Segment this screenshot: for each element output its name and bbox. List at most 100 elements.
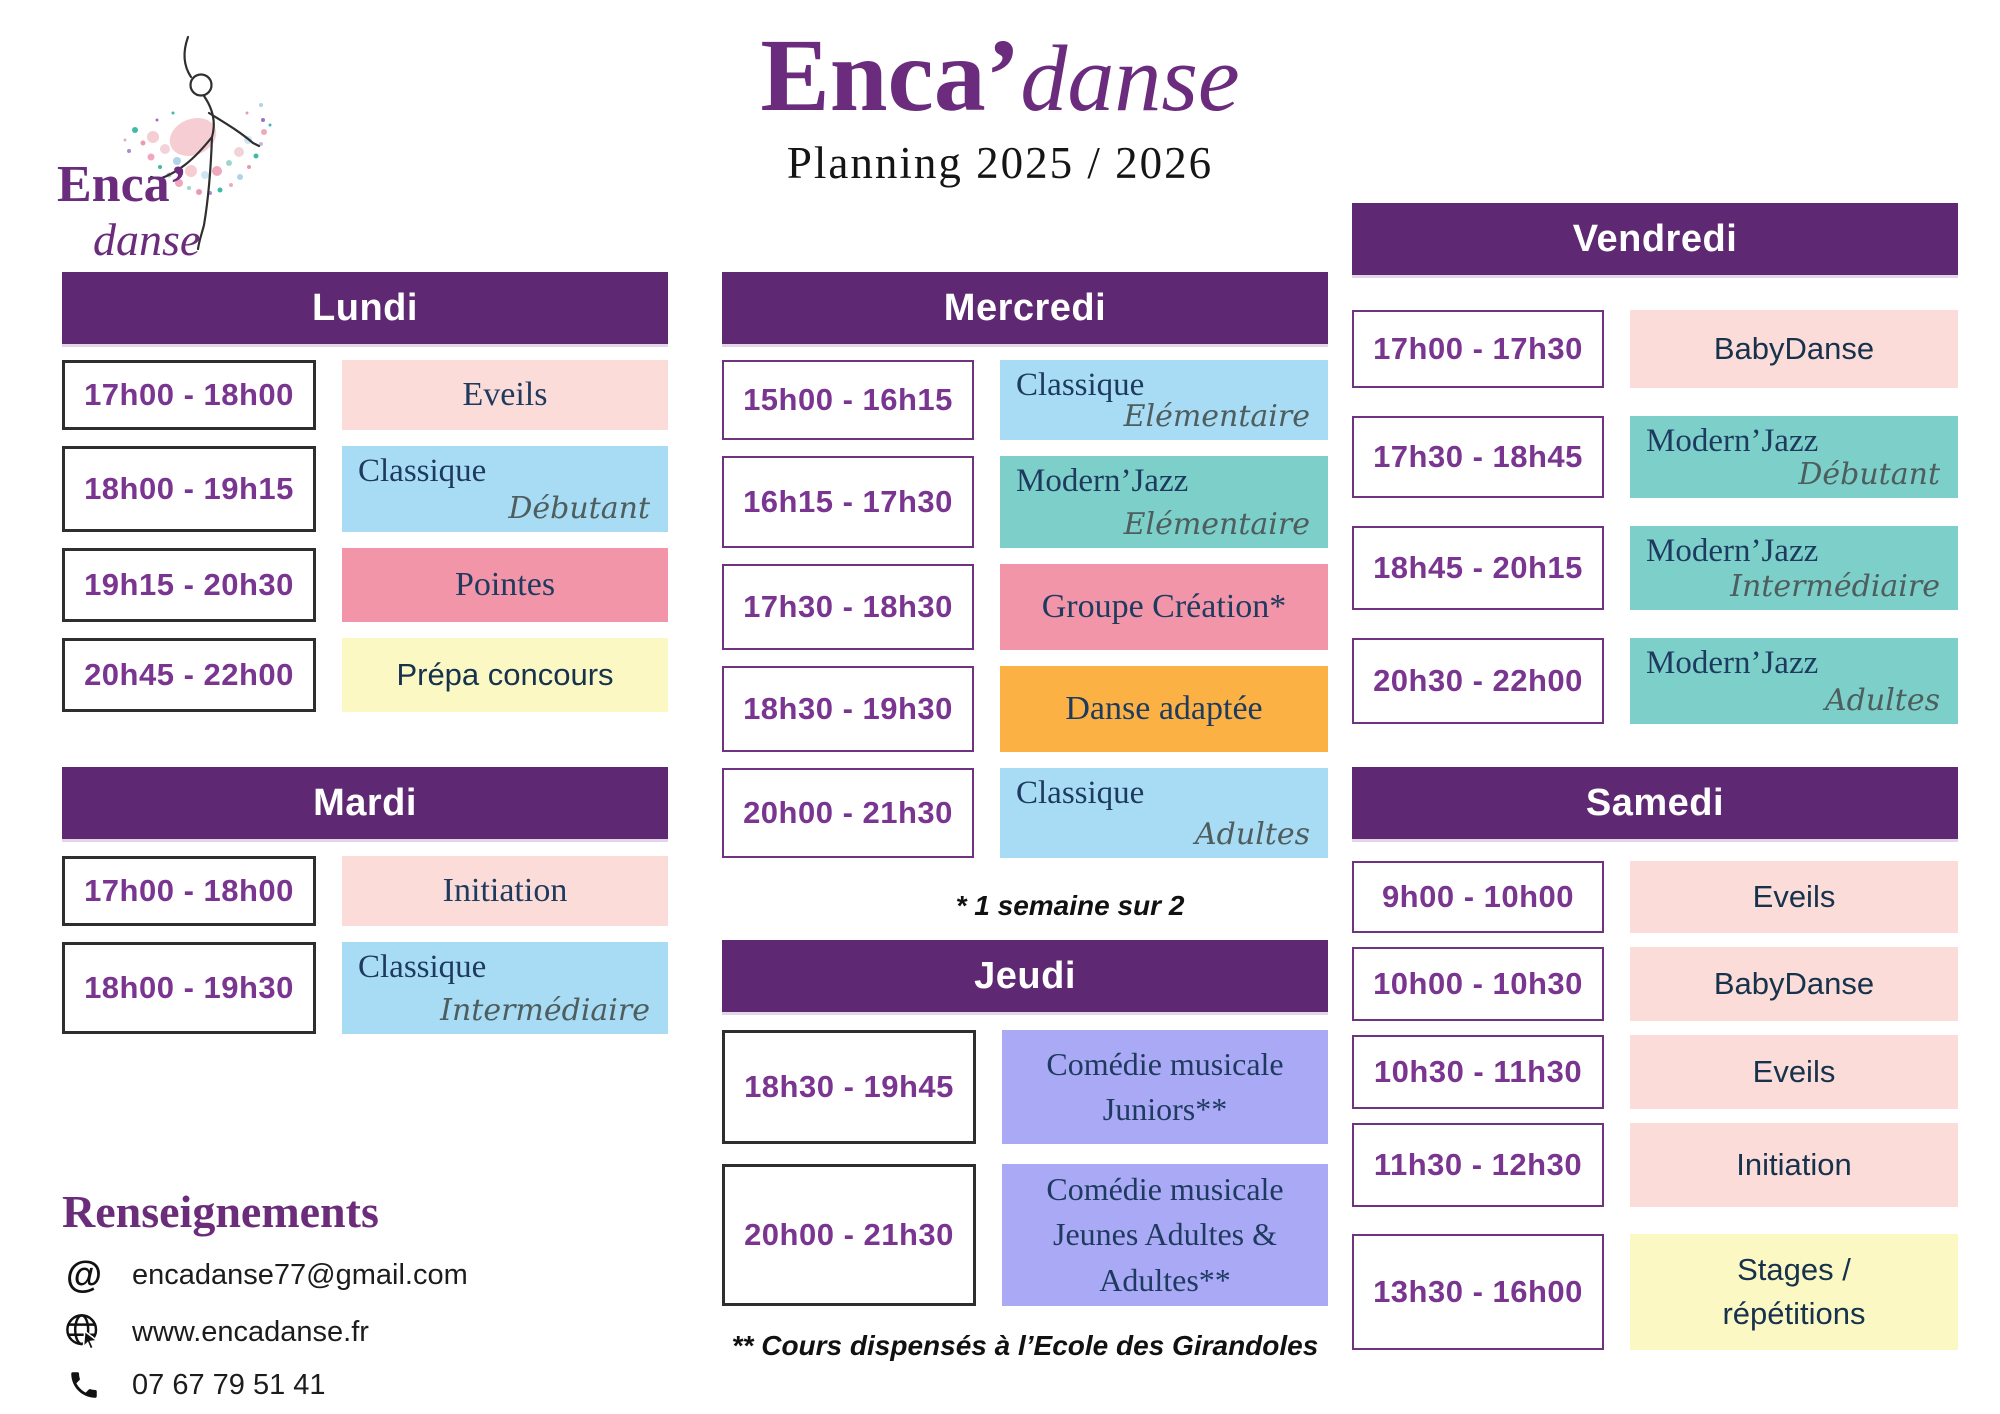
class-name: Modern’Jazz [1646,423,1819,459]
time-slot: 17h30 - 18h45 [1352,416,1604,498]
class-box: Groupe Création* [1000,564,1328,650]
class-box: Classique Intermédiaire [342,942,668,1034]
class-name: Classique [1016,367,1145,403]
class-name: Modern’Jazz [1646,645,1819,681]
schedule-row: 11h30 - 12h30 Initiation [1352,1123,1958,1207]
phone-icon [62,1368,106,1402]
globe-icon [62,1312,106,1352]
schedule-row: 19h15 - 20h30 Pointes [62,548,668,622]
class-sub: répétitions [1722,1296,1866,1331]
contact-section: Renseignements @ encadanse77@gmail.com w… [62,1185,622,1402]
class-box: Eveils [1630,1035,1958,1109]
schedule-row: 20h00 - 21h30 Classique Adultes [722,768,1328,858]
day-header-samedi: Samedi [1352,767,1958,839]
logo-wordmark-top: Enca’ [57,156,187,213]
time-slot: 20h00 - 21h30 [722,1164,976,1306]
schedule-row: 20h45 - 22h00 Prépa concours [62,638,668,712]
day-header-mercredi: Mercredi [722,272,1328,344]
schedule-row: 17h30 - 18h45 Modern’Jazz Débutant [1352,416,1958,498]
class-level: Adultes [1825,683,1940,718]
day-section-mardi: Mardi 17h00 - 18h00 Initiation 18h00 - 1… [62,767,668,1034]
class-name: Classique [358,949,487,985]
class-name: Modern’Jazz [1646,533,1819,569]
class-level: Débutant [1798,457,1940,492]
class-box: Modern’Jazz Elémentaire [1000,456,1328,548]
time-slot: 18h30 - 19h30 [722,666,974,752]
class-box: Classique Adultes [1000,768,1328,858]
contact-title: Renseignements [62,1186,379,1237]
class-box: Classique Débutant [342,446,668,532]
class-sub: Juniors** [1102,1091,1228,1127]
schedule-row: 17h00 - 18h00 Initiation [62,856,668,926]
time-slot: 10h30 - 11h30 [1352,1035,1604,1109]
contact-website: www.encadanse.fr [132,1315,369,1348]
brand-name-script: danse [1020,27,1240,131]
class-level: Adultes [1195,817,1310,852]
class-name: Comédie musicale [1046,1170,1284,1207]
time-slot: 20h30 - 22h00 [1352,638,1604,724]
class-level: Intermédiaire [440,993,650,1028]
time-slot: 18h00 - 19h30 [62,942,316,1034]
at-icon: @ [65,1254,103,1295]
class-box: Prépa concours [342,638,668,712]
day-header-jeudi: Jeudi [722,940,1328,1012]
page-title: Enca’danse [520,16,1480,135]
class-level: Elémentaire [1123,507,1310,542]
schedule-row: 18h00 - 19h30 Classique Intermédiaire [62,942,668,1034]
masthead: Enca’danse Planning 2025 / 2026 [520,16,1480,189]
planning-subtitle: Planning 2025 / 2026 [786,138,1214,188]
ballerina-logo-art [123,35,272,251]
day-section-lundi: Lundi 17h00 - 18h00 Eveils 18h00 - 19h15… [62,272,668,712]
class-box: Pointes [342,548,668,622]
schedule-row: 10h00 - 10h30 BabyDanse [1352,947,1958,1021]
class-box: Modern’Jazz Débutant [1630,416,1958,498]
class-level: Débutant [508,491,650,526]
schedule-row: 20h30 - 22h00 Modern’Jazz Adultes [1352,638,1958,724]
class-box: Eveils [342,360,668,430]
day-header-lundi: Lundi [62,272,668,344]
class-name: Comédie musicale [1046,1045,1284,1082]
time-slot: 19h15 - 20h30 [62,548,316,622]
time-slot: 17h00 - 18h00 [62,856,316,926]
schedule-row: 17h00 - 17h30 BabyDanse [1352,310,1958,388]
school-logo: Enca’ danse [55,25,315,270]
time-slot: 9h00 - 10h00 [1352,861,1604,933]
time-slot: 20h00 - 21h30 [722,768,974,858]
class-box: Eveils [1630,861,1958,933]
day-header-vendredi: Vendredi [1352,203,1958,275]
time-slot: 18h00 - 19h15 [62,446,316,532]
class-name: Modern’Jazz [1016,463,1189,499]
class-name: Stages / [1737,1251,1851,1287]
day-section-samedi: Samedi 9h00 - 10h00 Eveils 10h00 - 10h30… [1352,767,1958,1350]
time-slot: 18h45 - 20h15 [1352,526,1604,610]
contact-phone-row: 07 67 79 51 41 [62,1368,622,1402]
schedule-row: 18h30 - 19h30 Danse adaptée [722,666,1328,752]
time-slot: 17h00 - 18h00 [62,360,316,430]
time-slot: 10h00 - 10h30 [1352,947,1604,1021]
time-slot: 13h30 - 16h00 [1352,1234,1604,1350]
class-box: Initiation [1630,1123,1958,1207]
time-slot: 17h00 - 17h30 [1352,310,1604,388]
day-section-mercredi: Mercredi 15h00 - 16h15 Classique Elément… [722,272,1328,922]
class-sub: Jeunes Adultes & Adultes** [1053,1216,1277,1298]
schedule-row: 18h30 - 19h45 Comédie musicale Juniors** [722,1030,1328,1144]
schedule-row: 15h00 - 16h15 Classique Elémentaire [722,360,1328,440]
footnote-mercredi: * 1 semaine sur 2 [955,890,1185,921]
time-slot: 18h30 - 19h45 [722,1030,976,1144]
day-section-vendredi: Vendredi 17h00 - 17h30 BabyDanse 17h30 -… [1352,203,1958,724]
class-name: Classique [358,453,487,489]
contact-phone: 07 67 79 51 41 [132,1368,326,1401]
contact-website-row: www.encadanse.fr [62,1312,622,1352]
class-box: BabyDanse [1630,947,1958,1021]
class-box: Classique Elémentaire [1000,360,1328,440]
footnote-jeudi: ** Cours dispensés à l’Ecole des Girando… [731,1330,1319,1361]
brand-name-serif: Enca’ [760,18,1021,133]
schedule-row: 17h00 - 18h00 Eveils [62,360,668,430]
class-box: Modern’Jazz Adultes [1630,638,1958,724]
class-box: Initiation [342,856,668,926]
class-box: Modern’Jazz Intermédiaire [1630,526,1958,610]
day-section-jeudi: Jeudi 18h30 - 19h45 Comédie musicale Jun… [722,940,1328,1362]
class-box: Stages / répétitions [1630,1234,1958,1350]
schedule-row: 13h30 - 16h00 Stages / répétitions [1352,1234,1958,1350]
logo-wordmark-bottom: danse [93,214,201,265]
